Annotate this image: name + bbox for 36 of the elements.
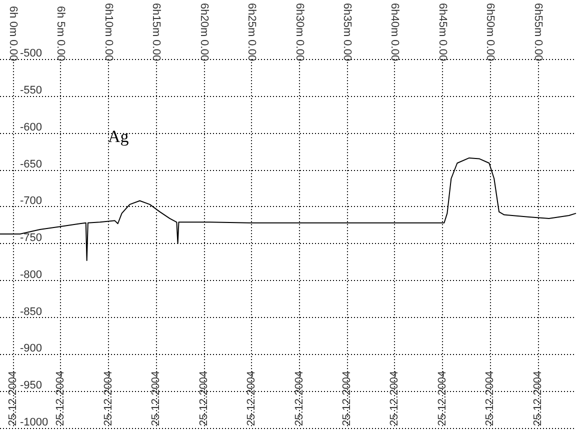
x2-tick-label: 6h25m 0.00 — [246, 2, 258, 62]
x2-tick-label: 6h10m 0.00 — [102, 2, 114, 62]
x2-tick-label: 6h20m 0.00 — [198, 2, 210, 62]
y-tick-label: -850 — [20, 306, 42, 318]
x2-tick-label: 6h45m 0.00 — [436, 2, 448, 62]
y-tick-label: -1000 — [20, 416, 48, 428]
x-tick-label: 25.12.2004 — [293, 370, 306, 426]
x2-tick-label: 6h15m 0.00 — [150, 2, 162, 62]
x2-tick-label: 6h50m 0.00 — [484, 2, 496, 62]
x-tick-label: 25.12.2004 — [150, 370, 162, 426]
x2-tick-label: 6h35m 0.00 — [341, 2, 353, 62]
y-tick-label: -650 — [20, 158, 42, 170]
y-tick-label: -700 — [20, 195, 42, 208]
x-tick-label: 25.12.2004 — [388, 370, 401, 426]
x2-tick-label: 6h55m 0.00 — [532, 2, 544, 62]
x2-tick-label: 6h 5m 0.00 — [54, 6, 67, 62]
x-tick-label: 25.12.2004 — [54, 370, 67, 426]
x-tick-label: 25.12.2004 — [198, 370, 210, 426]
y-tick-label: -750 — [20, 232, 42, 244]
y-tick-label: -900 — [20, 342, 42, 355]
x-tick-label: 25.12.2004 — [532, 370, 544, 426]
x-tick-label: 25.12.2004 — [246, 370, 258, 426]
x-tick-label: 25.12.2004 — [484, 370, 496, 426]
annotation: Ag — [108, 127, 130, 146]
y-tick-label: -500 — [20, 48, 42, 60]
y-tick-label: -950 — [20, 380, 42, 392]
x-tick-label: 25.12.2004 — [102, 370, 114, 426]
x-tick-label: 25.12.2004 — [341, 370, 353, 426]
x-tick-label: 25.12.2004 — [436, 370, 448, 426]
x2-tick-label: 6h 0m 0.00 — [7, 6, 20, 62]
y-tick-label: -550 — [20, 84, 42, 96]
x2-tick-label: 6h30m 0.00 — [293, 2, 306, 62]
y-tick-label: -600 — [20, 121, 42, 134]
x2-tick-label: 6h40m 0.00 — [388, 2, 401, 62]
y-tick-label: -800 — [20, 268, 42, 281]
x-tick-label: 25.12.2004 — [7, 370, 20, 426]
